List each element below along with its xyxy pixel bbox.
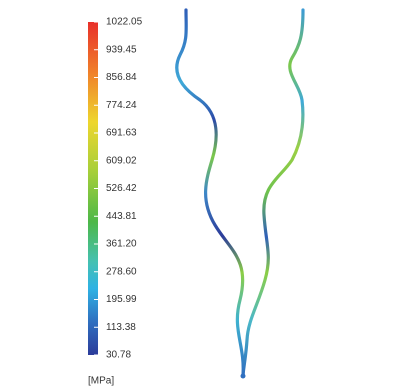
color-bar-label: 774.24 [106,100,137,111]
color-bar-label: 609.02 [106,155,137,166]
color-bar-label: 30.78 [106,350,131,361]
color-bar-label: 195.99 [106,294,137,305]
color-bar-label: 526.42 [106,183,137,194]
color-bar-label: 1022.05 [106,17,143,28]
wire-joint [241,374,246,379]
color-bar-label: 939.45 [106,44,137,55]
wire-left [177,10,243,375]
fea-stress-plot: [MPa] 1022.05 939.45 856.84 774.24 691.63 609… [0,0,409,387]
color-bar-label: 113.38 [106,322,136,333]
color-bar-label: 361.20 [106,239,137,250]
wire-right [243,10,303,375]
color-bar-label: 856.84 [106,72,137,83]
color-bar-label: 443.81 [106,211,137,222]
color-bar-label: 691.63 [106,128,137,139]
unit-label: [MPa] [88,376,114,387]
color-bar-label: 278.60 [106,266,137,277]
